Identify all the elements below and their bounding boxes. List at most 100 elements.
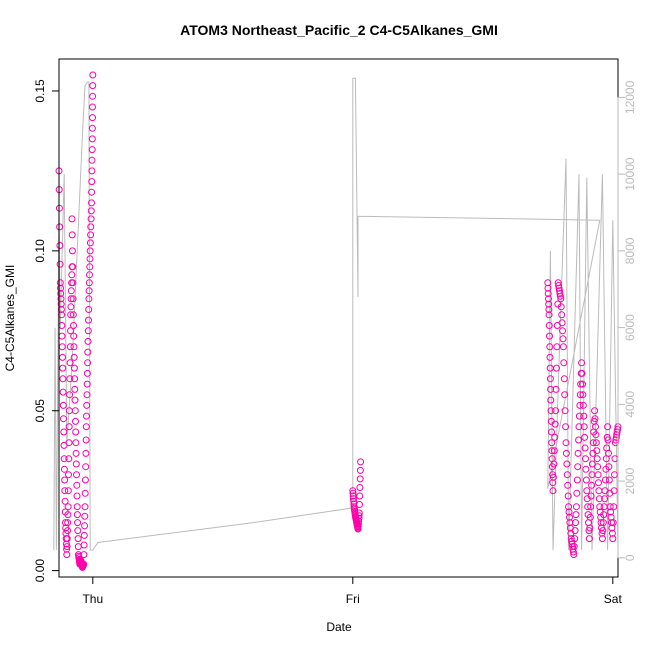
data-point xyxy=(558,311,566,319)
data-point xyxy=(349,495,357,503)
data-point xyxy=(66,359,74,367)
data-point xyxy=(61,497,69,505)
data-point xyxy=(569,548,577,556)
data-point xyxy=(572,511,580,519)
data-point xyxy=(82,436,90,444)
data-point xyxy=(356,466,364,474)
data-point xyxy=(605,476,613,484)
data-point xyxy=(544,284,552,292)
data-point xyxy=(88,199,95,207)
data-point xyxy=(582,465,590,473)
data-point xyxy=(80,531,88,539)
data-point xyxy=(86,271,93,279)
data-point xyxy=(85,295,93,303)
data-point xyxy=(63,543,71,551)
data-point xyxy=(56,260,64,268)
data-point xyxy=(56,279,64,287)
data-point xyxy=(573,489,581,497)
data-point xyxy=(73,503,81,511)
data-point xyxy=(355,517,363,525)
data-point xyxy=(575,412,583,420)
altitude-line xyxy=(53,77,619,551)
data-point xyxy=(70,353,78,361)
data-point xyxy=(74,535,82,543)
data-point xyxy=(61,487,69,495)
data-point xyxy=(68,271,76,279)
data-point xyxy=(565,508,573,516)
data-point xyxy=(564,492,572,500)
data-point xyxy=(562,449,570,457)
data-point xyxy=(545,306,553,313)
data-point xyxy=(67,303,75,311)
data-point xyxy=(356,501,363,508)
data-point xyxy=(593,447,601,455)
data-point xyxy=(587,503,595,511)
data-point xyxy=(357,458,365,466)
data-point xyxy=(68,231,76,239)
data-point xyxy=(584,503,592,511)
data-point xyxy=(84,359,92,367)
data-point xyxy=(66,391,74,399)
data-point xyxy=(585,535,593,543)
data-point xyxy=(591,415,599,423)
data-point xyxy=(65,455,73,463)
data-point xyxy=(591,407,599,415)
data-point xyxy=(597,519,605,527)
right-axis: 0 2000 4000 6000 8000 10000 12000 xyxy=(617,80,637,561)
right-tick-label: 10000 xyxy=(623,157,637,191)
data-point xyxy=(72,460,80,468)
data-point xyxy=(66,343,74,351)
right-tick-label: 4000 xyxy=(623,391,637,418)
data-point xyxy=(551,420,559,428)
data-point xyxy=(60,465,68,473)
data-point xyxy=(58,322,66,329)
plot-frame xyxy=(58,58,619,578)
data-point xyxy=(599,527,607,535)
data-point xyxy=(63,551,71,559)
data-point xyxy=(600,503,608,511)
data-point xyxy=(87,223,95,231)
data-point xyxy=(62,540,70,548)
data-point xyxy=(556,292,564,300)
data-point xyxy=(88,124,96,132)
data-point xyxy=(83,412,90,420)
data-point xyxy=(71,375,79,383)
data-point xyxy=(86,263,94,271)
data-point xyxy=(545,300,553,308)
data-point xyxy=(57,295,65,303)
data-point xyxy=(354,520,362,528)
data-point xyxy=(572,503,580,511)
data-point xyxy=(612,433,620,441)
data-point xyxy=(72,417,79,425)
data-point xyxy=(84,348,92,356)
right-tick-label: 8000 xyxy=(623,237,637,264)
data-point xyxy=(80,560,88,568)
data-point xyxy=(87,207,95,215)
data-point xyxy=(69,263,77,271)
data-point xyxy=(85,306,93,313)
x-axis-label: Date xyxy=(326,620,352,634)
data-point xyxy=(63,535,71,543)
data-point xyxy=(559,327,566,335)
data-point xyxy=(60,415,67,423)
data-point xyxy=(582,476,590,484)
data-point xyxy=(60,455,68,463)
data-point xyxy=(83,369,91,377)
data-point xyxy=(578,369,586,377)
data-point xyxy=(67,287,75,295)
data-point xyxy=(83,380,91,388)
data-point xyxy=(592,423,599,431)
data-point xyxy=(85,316,92,324)
data-point xyxy=(350,497,358,505)
data-point xyxy=(610,487,618,495)
data-point xyxy=(81,512,89,520)
data-point xyxy=(578,359,586,367)
data-point xyxy=(545,295,552,303)
data-point xyxy=(600,511,608,519)
data-point xyxy=(67,311,75,319)
data-point xyxy=(589,439,597,447)
data-point xyxy=(558,319,566,327)
data-point xyxy=(82,463,90,471)
data-point xyxy=(549,473,557,481)
